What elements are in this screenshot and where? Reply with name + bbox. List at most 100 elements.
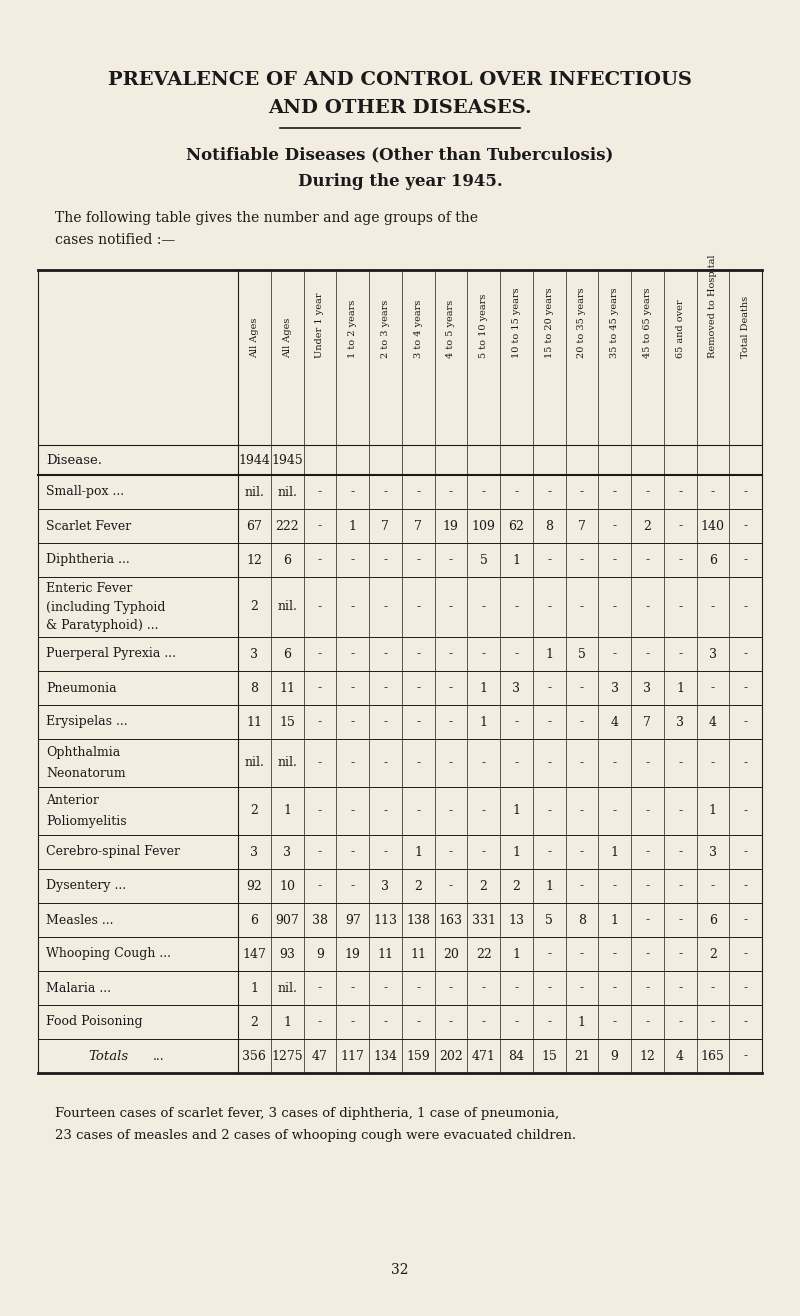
Text: 1: 1	[545, 879, 553, 892]
Text: 1: 1	[545, 647, 553, 661]
Text: -: -	[678, 948, 682, 961]
Text: nil.: nil.	[245, 757, 264, 770]
Text: -: -	[318, 647, 322, 661]
Text: -: -	[743, 804, 748, 817]
Text: 1945: 1945	[271, 454, 303, 466]
Text: -: -	[350, 757, 354, 770]
Text: 165: 165	[701, 1049, 725, 1062]
Text: -: -	[547, 554, 551, 566]
Text: -: -	[482, 845, 486, 858]
Text: Small-pox ...: Small-pox ...	[46, 486, 124, 499]
Text: -: -	[482, 486, 486, 499]
Text: 62: 62	[509, 520, 524, 533]
Text: -: -	[482, 982, 486, 995]
Text: -: -	[678, 486, 682, 499]
Text: -: -	[580, 554, 584, 566]
Text: -: -	[449, 647, 453, 661]
Text: -: -	[482, 804, 486, 817]
Text: 1: 1	[414, 845, 422, 858]
Text: -: -	[580, 757, 584, 770]
Text: 3: 3	[382, 879, 390, 892]
Text: -: -	[547, 804, 551, 817]
Text: Diphtheria ...: Diphtheria ...	[46, 554, 130, 566]
Text: -: -	[350, 879, 354, 892]
Text: Erysipelas ...: Erysipelas ...	[46, 716, 128, 729]
Text: -: -	[416, 982, 420, 995]
Text: -: -	[416, 716, 420, 729]
Text: -: -	[580, 716, 584, 729]
Text: Poliomyelitis: Poliomyelitis	[46, 815, 126, 828]
Text: -: -	[318, 486, 322, 499]
Text: Notifiable Diseases (Other than Tuberculosis): Notifiable Diseases (Other than Tubercul…	[186, 146, 614, 163]
Text: -: -	[449, 716, 453, 729]
Text: -: -	[580, 982, 584, 995]
Text: -: -	[416, 1016, 420, 1029]
Text: 11: 11	[246, 716, 262, 729]
Text: -: -	[678, 845, 682, 858]
Text: 222: 222	[275, 520, 299, 533]
Text: -: -	[678, 879, 682, 892]
Text: -: -	[646, 600, 650, 613]
Text: -: -	[350, 600, 354, 613]
Text: 1: 1	[512, 845, 520, 858]
Text: 2: 2	[480, 879, 487, 892]
Text: -: -	[318, 682, 322, 695]
Text: 10 to 15 years: 10 to 15 years	[512, 287, 521, 358]
Text: 38: 38	[312, 913, 328, 926]
Text: 3: 3	[283, 845, 291, 858]
Text: -: -	[743, 845, 748, 858]
Text: -: -	[547, 757, 551, 770]
Text: -: -	[580, 879, 584, 892]
Text: -: -	[743, 913, 748, 926]
Text: Ophthalmia: Ophthalmia	[46, 746, 120, 759]
Text: 6: 6	[709, 913, 717, 926]
Text: 907: 907	[275, 913, 299, 926]
Text: 356: 356	[242, 1049, 266, 1062]
Text: -: -	[383, 804, 387, 817]
Text: 134: 134	[374, 1049, 398, 1062]
Text: 19: 19	[443, 520, 459, 533]
Text: -: -	[646, 554, 650, 566]
Text: -: -	[318, 757, 322, 770]
Text: -: -	[580, 845, 584, 858]
Text: -: -	[416, 486, 420, 499]
Text: -: -	[613, 879, 617, 892]
Text: 9: 9	[610, 1049, 618, 1062]
Text: -: -	[743, 486, 748, 499]
Text: Enteric Fever: Enteric Fever	[46, 582, 132, 595]
Text: 6: 6	[250, 913, 258, 926]
Text: -: -	[646, 647, 650, 661]
Text: -: -	[646, 486, 650, 499]
Text: 1: 1	[283, 804, 291, 817]
Text: 13: 13	[508, 913, 524, 926]
Text: 84: 84	[508, 1049, 524, 1062]
Text: Malaria ...: Malaria ...	[46, 982, 111, 995]
Text: 7: 7	[382, 520, 390, 533]
Text: -: -	[449, 879, 453, 892]
Text: 8: 8	[250, 682, 258, 695]
Text: 5 to 10 years: 5 to 10 years	[479, 293, 488, 358]
Text: -: -	[678, 554, 682, 566]
Text: 1: 1	[610, 913, 618, 926]
Text: -: -	[646, 1016, 650, 1029]
Text: 159: 159	[406, 1049, 430, 1062]
Text: -: -	[383, 716, 387, 729]
Text: -: -	[613, 647, 617, 661]
Text: cases notified :—: cases notified :—	[55, 233, 175, 247]
Text: -: -	[580, 486, 584, 499]
Text: -: -	[318, 879, 322, 892]
Text: -: -	[482, 757, 486, 770]
Text: -: -	[383, 845, 387, 858]
Text: -: -	[711, 682, 715, 695]
Text: 93: 93	[279, 948, 295, 961]
Text: 1: 1	[480, 716, 488, 729]
Text: -: -	[580, 682, 584, 695]
Text: 1: 1	[610, 845, 618, 858]
Text: 4 to 5 years: 4 to 5 years	[446, 299, 455, 358]
Text: -: -	[350, 647, 354, 661]
Text: -: -	[318, 554, 322, 566]
Text: -: -	[383, 1016, 387, 1029]
Text: 1: 1	[480, 682, 488, 695]
Text: 3: 3	[250, 845, 258, 858]
Text: 1: 1	[250, 982, 258, 995]
